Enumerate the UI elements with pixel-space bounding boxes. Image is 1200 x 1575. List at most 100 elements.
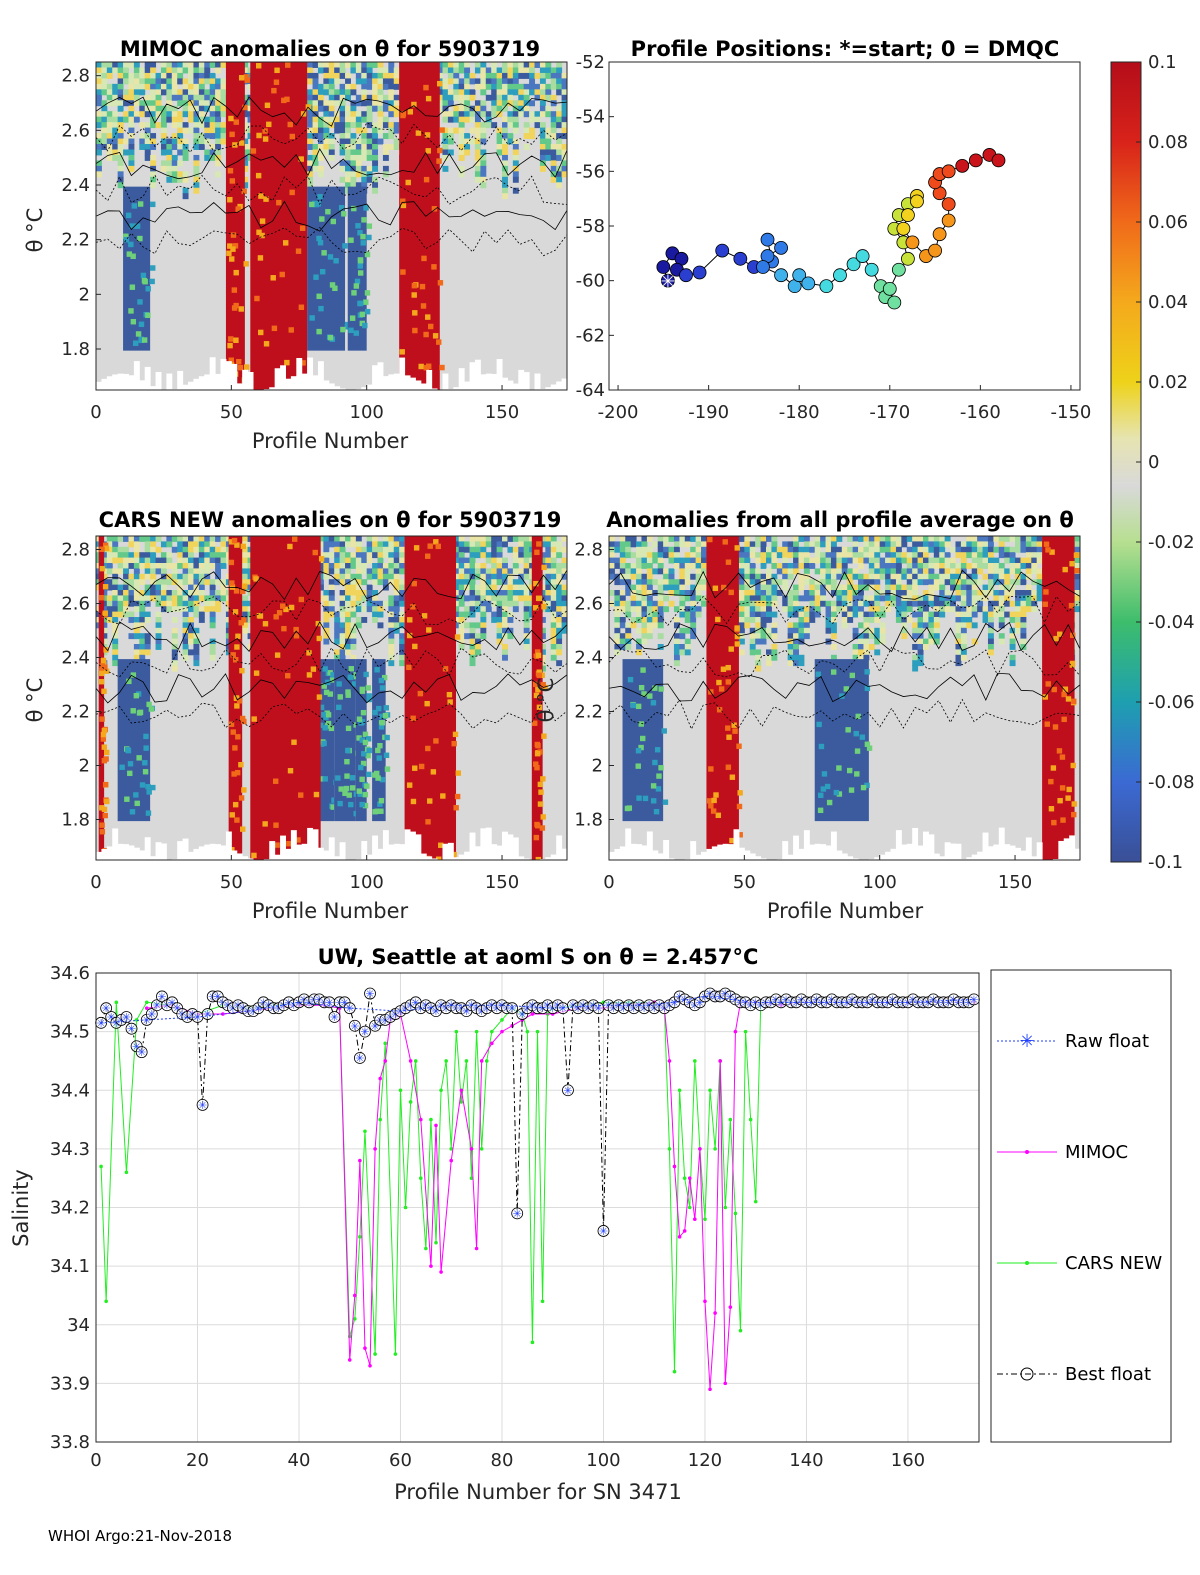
heatmap-cell: [561, 627, 567, 634]
warm-band-speck: [537, 781, 544, 788]
heatmap-cell: [814, 595, 821, 602]
heatmap-cell: [814, 611, 821, 618]
heatmap-cell: [133, 546, 140, 553]
heatmap-cell: [830, 606, 837, 613]
heatmap-cell: [491, 111, 498, 118]
heatmap-cell: [518, 67, 525, 74]
heatmap-cell: [112, 154, 119, 161]
heatmap-cell: [139, 83, 146, 90]
heatmap-cell: [1020, 617, 1027, 623]
heatmap-cell: [133, 67, 140, 74]
y-tick-label: 2.6: [61, 594, 90, 615]
heatmap-cell: [987, 611, 994, 618]
heatmap-cell: [614, 600, 621, 607]
heatmap-cell: [144, 541, 151, 548]
warm-band-speck: [230, 652, 236, 658]
heatmap-cell: [928, 568, 935, 575]
heatmap-cell: [106, 579, 113, 586]
heatmap-cell: [641, 579, 648, 586]
heatmap-cell: [960, 595, 967, 602]
heatmap-cell: [771, 627, 778, 634]
heatmap-cell: [177, 546, 184, 553]
no-data-gap: [188, 381, 194, 390]
heatmap-cell: [339, 649, 346, 656]
heatmap-cell: [182, 187, 189, 194]
heatmap-cell: [96, 149, 102, 156]
no-data-gap: [123, 373, 129, 390]
heatmap-cell: [556, 149, 563, 156]
heatmap-cell: [464, 144, 471, 150]
cold-band-speck: [337, 800, 343, 807]
heatmap-cell: [646, 563, 653, 569]
heatmap-cell: [657, 584, 664, 591]
heatmap-cell: [636, 568, 642, 575]
heatmap-cell: [323, 563, 330, 569]
heatmap-cell: [879, 633, 886, 640]
warm-band-speck: [242, 104, 248, 111]
heatmap-cell: [480, 83, 487, 90]
heatmap-cell: [171, 546, 178, 553]
heatmap-cell: [749, 617, 756, 623]
heatmap-cell: [442, 111, 449, 118]
heatmap-cell: [534, 116, 541, 123]
heatmap-cell: [139, 105, 146, 112]
heatmap-cell: [502, 127, 508, 134]
heatmap-cell: [825, 606, 832, 613]
cold-band-speck: [312, 200, 318, 207]
heatmap-cell: [464, 546, 471, 553]
heatmap-cell: [209, 536, 216, 542]
warm-anomaly-band: [250, 62, 308, 390]
heatmap-cell: [701, 536, 707, 542]
heatmap-cell: [307, 154, 314, 161]
warm-band-speck: [533, 580, 539, 587]
heatmap-cell: [220, 546, 227, 553]
heatmap-cell: [502, 160, 508, 167]
heatmap-cell: [328, 600, 335, 607]
heatmap-cell: [502, 573, 508, 580]
heatmap-cell: [1004, 573, 1011, 580]
heatmap-cell: [139, 622, 146, 629]
heatmap-cell: [133, 600, 140, 607]
heatmap-cell: [657, 595, 664, 602]
heatmap-cell: [334, 127, 341, 134]
heatmap-cell: [96, 122, 102, 129]
heatmap-cell: [923, 557, 929, 564]
heatmap-cell: [539, 89, 546, 96]
heatmap-cell: [123, 590, 129, 596]
heatmap-cell: [171, 138, 178, 145]
heatmap-cell: [166, 78, 173, 85]
heatmap-cell: [679, 590, 686, 596]
heatmap-cell: [539, 557, 546, 564]
cold-band-speck: [317, 239, 324, 246]
heatmap-cell: [836, 568, 843, 575]
cold-band-speck: [149, 278, 155, 285]
heatmap-cell: [328, 552, 335, 559]
heatmap-cell: [609, 552, 615, 559]
heatmap-cell: [382, 573, 389, 580]
heatmap-cell: [933, 557, 940, 564]
heatmap-cell: [399, 654, 406, 661]
heatmap-cell: [701, 600, 707, 607]
no-data-gap: [128, 845, 135, 860]
heatmap-cell: [155, 122, 162, 129]
heatmap-body: [96, 536, 567, 860]
heatmap-cell: [453, 536, 460, 542]
heatmap-cell: [636, 584, 642, 591]
cold-band-speck: [366, 693, 372, 699]
heatmap-cell: [366, 72, 373, 79]
heatmap-cell: [350, 622, 357, 629]
heatmap-cell: [215, 111, 222, 118]
heatmap-cell: [539, 138, 546, 145]
heatmap-cell: [160, 160, 167, 167]
heatmap-cell: [933, 541, 940, 548]
warm-band-speck: [251, 852, 257, 859]
heatmap-cell: [868, 546, 875, 553]
heatmap-cell: [388, 546, 395, 553]
heatmap-cell: [933, 606, 940, 613]
heatmap-cell: [393, 600, 400, 607]
heatmap-cell: [101, 622, 108, 629]
warm-band-speck: [298, 156, 304, 162]
heatmap-cell: [787, 552, 794, 559]
heatmap-cell: [345, 171, 351, 178]
heatmap-cell: [646, 536, 653, 542]
